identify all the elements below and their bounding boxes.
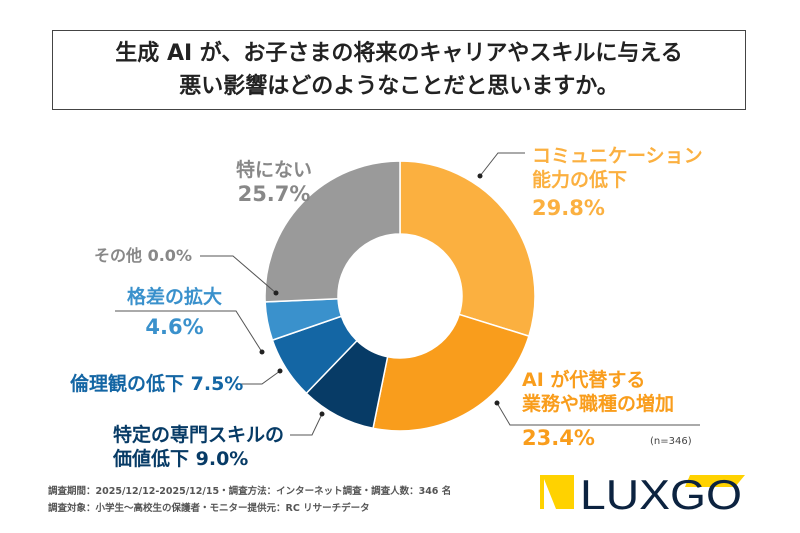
label-text: 能力の低下 <box>532 169 628 191</box>
label-pct: 0.0% <box>147 246 192 265</box>
label-text: 業務や職種の増加 <box>522 393 675 415</box>
label-pct: 7.5% <box>190 373 244 395</box>
label-text: 特定の専門スキルの <box>113 424 285 446</box>
label-text: 格差の拡大 <box>127 286 223 308</box>
label-text: その他 <box>94 246 143 265</box>
leader-skill <box>290 413 323 436</box>
label-skill: 特定の専門スキルの 価値低下 9.0% <box>113 423 284 471</box>
label-pct: 4.6% <box>145 315 204 339</box>
donut-slice-6 <box>264 160 401 303</box>
label-text: 倫理観の低下 <box>70 373 185 395</box>
title-line-2: 悪い影響はどのようなことだと思いますか。 <box>179 74 619 99</box>
footer-line-1: 調査期間：2025/12/12-2025/12/15・調査方法：インターネット調… <box>48 486 452 497</box>
label-pct: 29.8% <box>532 196 605 220</box>
label-text: 価値低下 <box>113 448 190 470</box>
label-gap: 格差の拡大 4.6% <box>127 285 222 339</box>
label-pct: 25.7% <box>237 182 311 206</box>
title-line-1: 生成 AI が、お子さまの将来のキャリアやスキルに与える <box>115 41 683 66</box>
label-comm: コミュニケーション 能力の低下 29.8% <box>532 144 703 220</box>
label-text: 特にない <box>236 159 313 181</box>
leader-ethics <box>240 370 281 385</box>
label-text: AI が代替する <box>522 369 646 391</box>
leader-comm <box>479 152 525 177</box>
label-ai: AI が代替する 業務や職種の増加 23.4% <box>522 368 674 450</box>
donut-slice-1 <box>372 313 530 432</box>
svg-text:LUXGO: LUXGO <box>580 473 742 513</box>
label-none: 特にない 25.7% <box>236 158 312 206</box>
label-pct: 9.0% <box>195 448 249 470</box>
leader-other <box>200 255 277 294</box>
footer-line-2: 調査対象：小学生～高校生の保護者・モニター提供元：RC リサーチデータ <box>48 503 370 514</box>
chart-title: 生成 AI が、お子さまの将来のキャリアやスキルに与える 悪い影響はどのようなこ… <box>52 30 746 110</box>
luxgo-logo: LUXGO <box>540 473 745 513</box>
sample-size: (n=346) <box>650 436 692 447</box>
donut-slice-0 <box>399 160 536 338</box>
label-pct: 23.4% <box>522 426 595 450</box>
leader-gap <box>115 310 263 353</box>
label-other: その他 0.0% <box>94 244 192 268</box>
label-text: コミュニケーション <box>532 145 703 167</box>
leader-ai <box>496 402 700 426</box>
leader-lines <box>115 152 700 436</box>
label-ethics: 倫理観の低下 7.5% <box>70 372 243 396</box>
